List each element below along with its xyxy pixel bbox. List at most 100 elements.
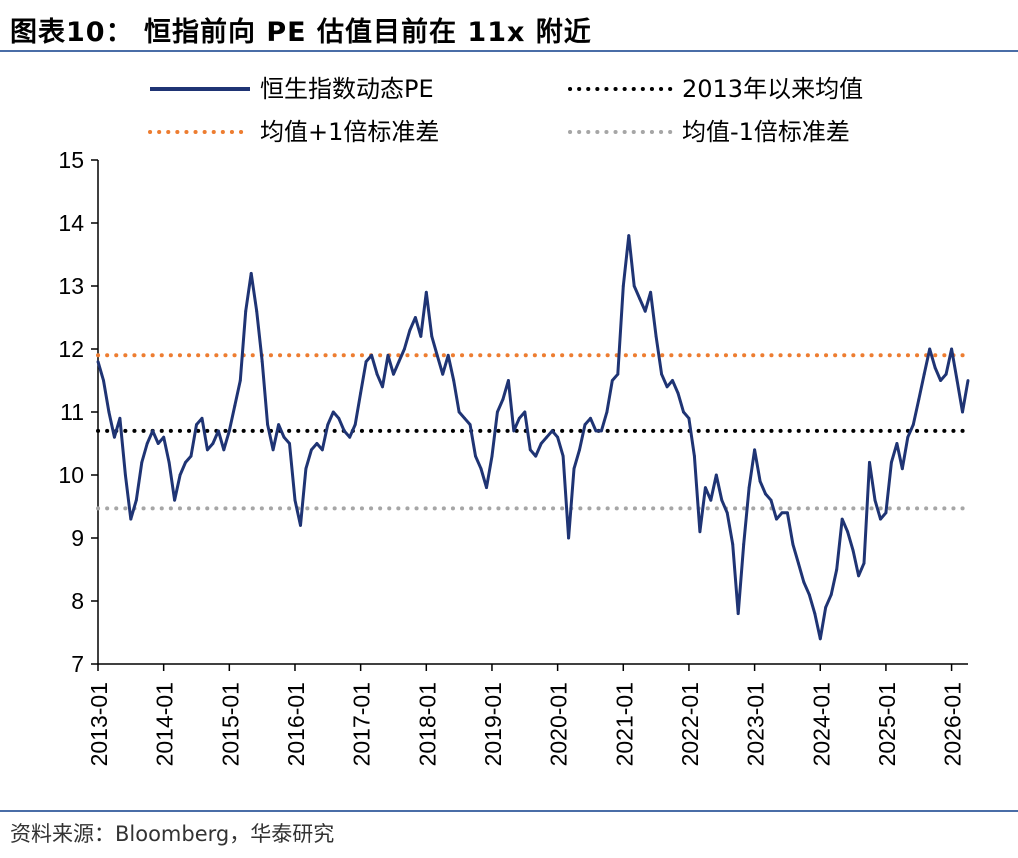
pe-point <box>512 429 516 433</box>
pe-point <box>966 379 970 382</box>
pe-point <box>939 379 943 382</box>
pe-point <box>359 391 363 395</box>
x-tick-label: 2023-01 <box>743 682 769 766</box>
pe-point <box>720 498 724 502</box>
pe-point <box>331 410 335 414</box>
pe-point <box>446 353 450 357</box>
y-tick-label: 14 <box>58 210 84 236</box>
pe-point <box>868 461 871 464</box>
pe-point <box>496 410 499 414</box>
pe-point <box>731 542 735 546</box>
pe-point <box>594 429 598 433</box>
pe-point <box>304 467 308 471</box>
x-tick-label: 2020-01 <box>546 682 572 766</box>
pe-point <box>134 498 138 502</box>
pe-point <box>758 479 762 483</box>
pe-point <box>802 580 806 584</box>
pe-point <box>140 461 144 464</box>
pe-point <box>375 372 379 376</box>
y-tick-label: 13 <box>58 273 84 299</box>
x-tick-label: 2018-01 <box>414 682 440 766</box>
pe-point <box>162 435 166 439</box>
pe-point <box>424 290 428 294</box>
pe-point <box>501 398 505 401</box>
pe-point <box>665 385 669 389</box>
pe-point <box>725 511 729 515</box>
pe-point <box>736 612 740 615</box>
pe-point <box>605 410 609 414</box>
series-layer <box>96 234 970 641</box>
pe-point <box>550 429 554 433</box>
pe-point <box>337 416 341 420</box>
pe-point <box>315 442 319 445</box>
pe-point <box>485 486 488 489</box>
pe-point <box>326 423 330 426</box>
pe-point <box>813 612 817 615</box>
x-tick-label: 2014-01 <box>152 682 178 766</box>
pe-point <box>807 593 811 597</box>
chart-title: 图表10： 恒指前向 PE 估值目前在 11x 附近 <box>10 17 592 48</box>
pe-point <box>102 379 105 382</box>
pe-point <box>660 372 663 376</box>
pe-point <box>676 391 680 395</box>
source-note: 资料来源：Bloomberg，华泰研究 <box>10 822 335 846</box>
pe-point <box>556 435 560 439</box>
pe-point <box>523 410 527 414</box>
pe-point <box>309 448 313 452</box>
pe-point <box>627 234 631 238</box>
pe-point <box>123 473 127 477</box>
pe-point <box>173 498 177 502</box>
pe-point <box>145 442 149 445</box>
pe-point <box>413 316 417 319</box>
pe-point <box>364 360 368 363</box>
legend-label-minus-sd: 均值-1倍标准差 <box>682 118 850 146</box>
pe-point <box>873 498 877 502</box>
pe-point <box>583 423 587 426</box>
pe-point <box>917 398 921 401</box>
pe-point <box>638 297 642 300</box>
pe-point <box>572 467 576 471</box>
pe-point <box>567 536 570 540</box>
pe-point <box>167 461 171 464</box>
pe-point <box>386 353 390 357</box>
pe-point <box>829 593 833 597</box>
pe-point <box>742 542 746 546</box>
pe-point <box>408 328 412 332</box>
y-tick-label: 11 <box>60 399 84 425</box>
pe-chart: 恒生指数动态PE 2013年以来均值 均值+1倍标准差 均值-1倍标准差 7 8 9… <box>58 75 970 766</box>
pe-point <box>227 429 231 433</box>
pe-point <box>561 454 565 458</box>
title-rule <box>0 50 1018 52</box>
pe-point <box>846 530 850 534</box>
pe-point <box>796 561 800 565</box>
y-tick-label: 7 <box>71 651 84 677</box>
pe-point <box>747 486 751 489</box>
pe-point <box>714 473 718 477</box>
pe-point <box>922 372 926 376</box>
pe-point <box>955 379 959 382</box>
pe-point <box>129 517 133 521</box>
pe-point <box>277 423 280 426</box>
pe-point <box>835 568 839 571</box>
pe-point <box>589 416 592 420</box>
pe-point <box>851 549 855 552</box>
pe-point <box>862 561 866 565</box>
pe-point <box>195 423 198 426</box>
pe-point <box>200 416 204 420</box>
pe-point <box>693 454 696 458</box>
pe-point <box>156 442 160 445</box>
pe-point <box>703 486 707 489</box>
pe-point <box>244 309 248 313</box>
x-tick-label: 2024-01 <box>808 682 834 766</box>
pe-point <box>643 309 647 313</box>
pe-point <box>895 442 899 445</box>
source-rule <box>0 810 1018 812</box>
pe-point <box>545 435 549 439</box>
pe-point <box>392 372 395 376</box>
x-tick-label: 2019-01 <box>480 682 506 766</box>
pe-point <box>578 448 581 452</box>
pe-point <box>840 517 844 521</box>
x-tick-label: 2015-01 <box>217 682 243 766</box>
pe-series-line <box>96 234 970 641</box>
legend-label-mean: 2013年以来均值 <box>682 75 863 103</box>
